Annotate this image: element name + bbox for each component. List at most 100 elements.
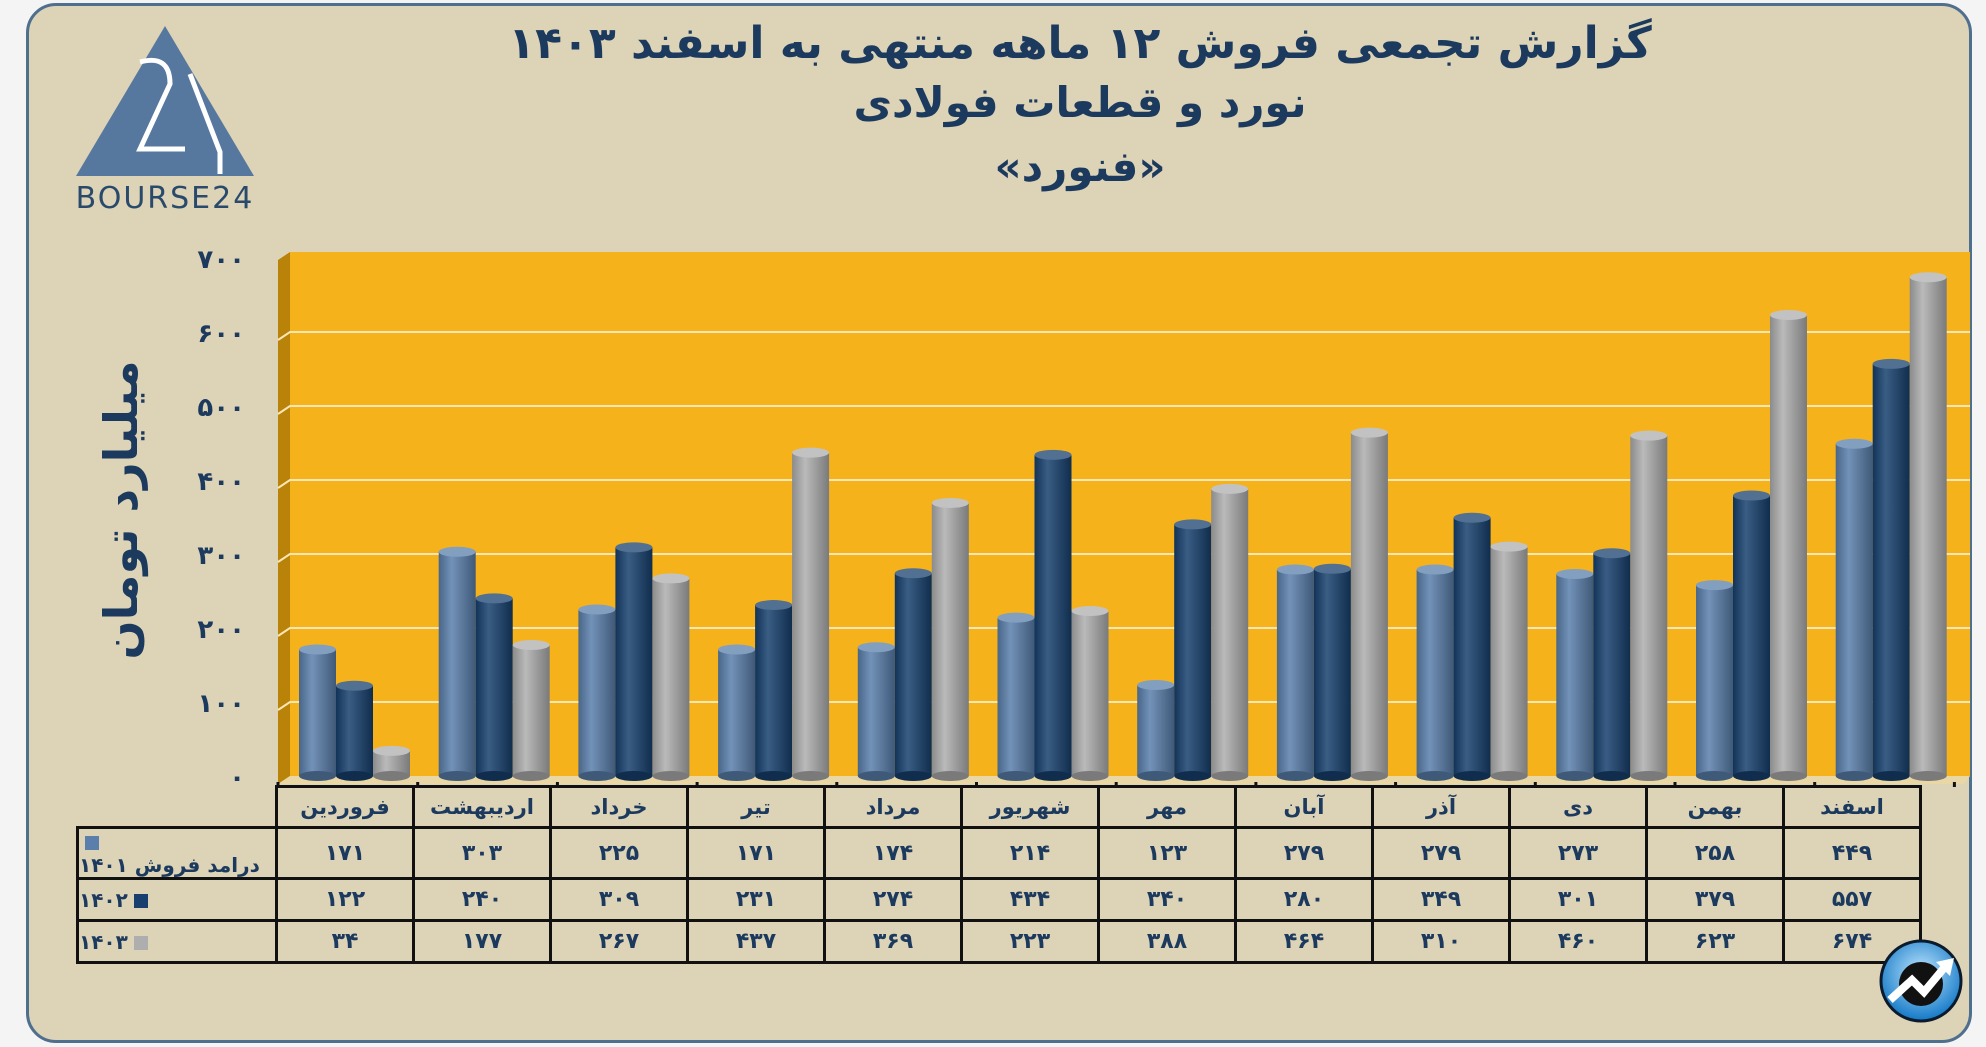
table-cell: ۴۳۷ bbox=[686, 919, 826, 964]
bar bbox=[1490, 546, 1528, 776]
side-wall bbox=[278, 252, 290, 784]
bar-top bbox=[997, 612, 1035, 623]
table-cell: ۲۸۰ bbox=[1234, 877, 1374, 922]
bar-base bbox=[578, 771, 616, 781]
bar-base bbox=[857, 771, 895, 781]
bar-top bbox=[1909, 272, 1947, 283]
bar-top bbox=[336, 680, 373, 691]
table-cell: ۲۳۱ bbox=[686, 877, 826, 922]
bar-top bbox=[1211, 483, 1249, 494]
table-header-row: فروردین اردیبهشت خرداد تیر مرداد شهریور مهر آبا… bbox=[77, 785, 1922, 829]
y-tick-label: ۷۰۰ bbox=[197, 245, 245, 275]
table-cell: ۳۷۹ bbox=[1645, 877, 1785, 922]
bar-base bbox=[1733, 771, 1770, 781]
bar-top bbox=[718, 644, 756, 655]
bar-top bbox=[578, 604, 616, 615]
bar-top bbox=[438, 546, 476, 557]
table-cell: ۲۱۴ bbox=[960, 826, 1100, 880]
bar-top bbox=[1453, 512, 1491, 523]
y-tick-label: ۵۰۰ bbox=[197, 393, 245, 423]
bar bbox=[1416, 569, 1454, 776]
bar-top bbox=[1137, 679, 1175, 690]
table-cell: ۳۴ bbox=[275, 919, 415, 964]
floor bbox=[278, 776, 1970, 784]
bar bbox=[1453, 517, 1491, 776]
bar bbox=[1071, 610, 1109, 776]
bar-base bbox=[1034, 771, 1072, 781]
table-cell: ۳۴۹ bbox=[1371, 877, 1511, 922]
bar bbox=[1350, 432, 1388, 776]
bar-base bbox=[1211, 771, 1249, 781]
bar-base bbox=[894, 771, 932, 781]
gridline bbox=[277, 479, 1970, 489]
table-cell: ۳۸۸ bbox=[1097, 919, 1237, 964]
gridline bbox=[277, 627, 1970, 637]
bar bbox=[1137, 684, 1175, 776]
bar bbox=[615, 547, 653, 776]
legend-label: ۱۴۰۳ bbox=[79, 929, 128, 954]
legend-label: درامد فروش ۱۴۰۱ bbox=[79, 853, 260, 877]
bar-base bbox=[615, 771, 653, 781]
table-cell: ۲۷۹ bbox=[1234, 826, 1374, 880]
bar-top bbox=[1733, 490, 1770, 501]
table-cell: ۳۴۰ bbox=[1097, 877, 1237, 922]
bar-top bbox=[475, 593, 513, 604]
table-cell: ۲۴۰ bbox=[412, 877, 552, 922]
table-cell: ۱۷۷ bbox=[412, 919, 552, 964]
bar-base bbox=[1174, 771, 1212, 781]
bar-top bbox=[1593, 548, 1631, 559]
report-title: گزارش تجمعی فروش ۱۲ ماهه منتهی به اسفند … bbox=[508, 18, 1652, 69]
table-cell: ۳۰۹ bbox=[549, 877, 689, 922]
table-header-10: دی bbox=[1508, 785, 1648, 829]
table-cell: ۶۲۳ bbox=[1645, 919, 1785, 964]
bar-base bbox=[1490, 771, 1528, 781]
bar-base bbox=[1909, 771, 1947, 781]
bar bbox=[1174, 524, 1212, 776]
legend-swatch bbox=[133, 936, 148, 950]
bar-base bbox=[755, 771, 793, 781]
bar bbox=[755, 605, 793, 776]
bar-base bbox=[718, 771, 756, 781]
table-header-5: مرداد bbox=[823, 785, 963, 829]
bar-base bbox=[931, 771, 969, 781]
bar-base bbox=[997, 771, 1035, 781]
table-header-8: آبان bbox=[1234, 785, 1374, 829]
table-cell: ۲۵۸ bbox=[1645, 826, 1785, 880]
table-cell: ۲۲۳ bbox=[960, 919, 1100, 964]
bar-base bbox=[1276, 771, 1314, 781]
bar-top bbox=[1696, 580, 1733, 591]
bar-base bbox=[1556, 771, 1594, 781]
bar-base bbox=[652, 771, 690, 781]
y-axis-label: میلیارد تومان bbox=[94, 360, 148, 660]
table-cell: ۲۷۴ bbox=[823, 877, 963, 922]
bourse24-logo: BOURSE24 bbox=[76, 26, 254, 214]
bar bbox=[578, 609, 616, 776]
bar-top bbox=[1835, 438, 1873, 449]
bar bbox=[894, 573, 932, 776]
plot-area bbox=[290, 252, 1970, 776]
table-header-2: اردیبهشت bbox=[412, 785, 552, 829]
bar-base bbox=[438, 771, 476, 781]
bar-top bbox=[1034, 449, 1072, 460]
table-cell: ۳۰۳ bbox=[412, 826, 552, 880]
bar bbox=[475, 598, 513, 776]
table-row: ۱۴۰۲ ۱۲۲ ۲۴۰ ۳۰۹ ۲۳۱ ۲۷۴ ۴۳۴ ۳۴۰ ۲۸۰ ۳۴۹ ۳۰۱ ۳۷۹ ۵۵۷ bbox=[76, 877, 1922, 922]
bar bbox=[1630, 435, 1668, 776]
bar-top bbox=[652, 573, 690, 584]
table-header-7: مهر bbox=[1097, 785, 1237, 829]
row-label: درامد فروش ۱۴۰۱ bbox=[76, 826, 278, 880]
bar-top bbox=[1313, 563, 1351, 574]
table-corner-cell bbox=[77, 786, 278, 829]
bar bbox=[1276, 569, 1314, 776]
table-cell: ۱۷۱ bbox=[275, 826, 415, 880]
table-cell: ۴۶۰ bbox=[1508, 919, 1648, 964]
bar bbox=[931, 502, 969, 776]
bar-base bbox=[1835, 771, 1873, 781]
bar-top bbox=[373, 745, 410, 756]
bar-top bbox=[931, 497, 969, 508]
y-tick-label: ۴۰۰ bbox=[197, 467, 245, 497]
table-cell: ۱۷۱ bbox=[686, 826, 826, 880]
bar-top bbox=[1174, 519, 1212, 530]
trending-up-icon bbox=[1879, 939, 1963, 1023]
